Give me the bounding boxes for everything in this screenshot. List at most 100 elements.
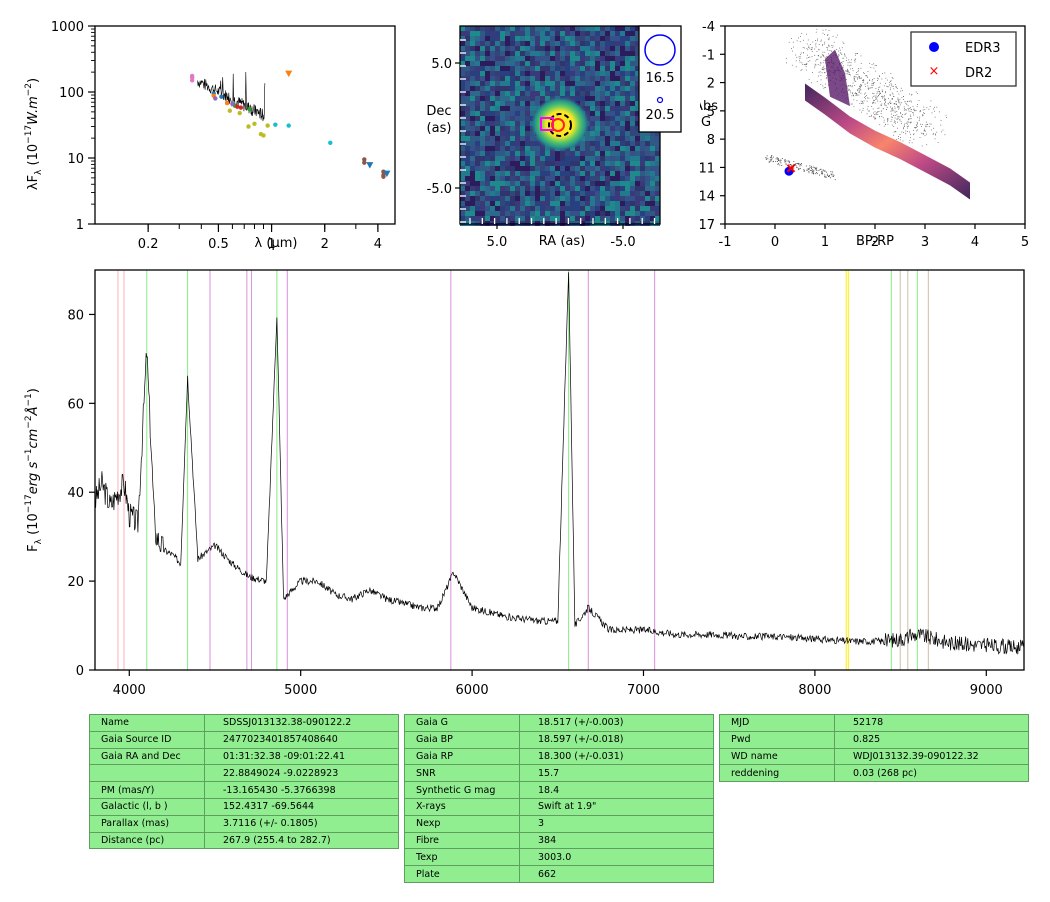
spectrum-ytick: 40 <box>67 486 84 501</box>
cmd-xtick: -1 <box>719 235 732 250</box>
table-value: 3.7116 (+/- 0.1805) <box>204 814 399 833</box>
table-key: Name <box>89 714 205 732</box>
image-cutout: 5.0 -5.0 5.0 -5.0 16.5 20.5 RA (as) Dec (as… <box>426 25 682 250</box>
sed-ytick: 1 <box>76 218 84 233</box>
table-row: SNR 15.7 <box>404 764 714 783</box>
table-key: Gaia Source ID <box>89 730 205 749</box>
table-key: Gaia RP <box>404 747 520 766</box>
svg-text:G: G <box>701 115 711 130</box>
sed-xtick: 2 <box>321 237 329 252</box>
table-row: Parallax (mas) 3.7116 (+/- 0.1805) <box>89 814 399 833</box>
table-row: Gaia BP 18.597 (+/-0.018) <box>404 730 714 749</box>
sed-xtick: 0.5 <box>208 237 229 252</box>
sed-point <box>237 110 242 116</box>
table-row: X-rays Swift at 1.9" <box>404 797 714 816</box>
table-value: 18.517 (+/-0.003) <box>519 714 714 732</box>
sed-ytick: 10 <box>67 152 84 167</box>
sed-point <box>286 123 291 128</box>
sed-ylabel: λFλ (10−17W.m−2) <box>24 78 44 190</box>
image-xtick: 5.0 <box>487 235 508 250</box>
svg-text:EDR3: EDR3 <box>965 41 1001 56</box>
sed-point <box>381 169 386 174</box>
table-value: WDJ013132.39-090122.32 <box>834 747 1029 766</box>
spectrum-ytick: 60 <box>67 397 84 412</box>
image-xlabel: RA (as) <box>539 234 585 249</box>
table-value: 152.4317 -69.5644 <box>204 797 399 816</box>
image-xtick: -5.0 <box>610 235 635 250</box>
cmd-ytick: 2 <box>707 77 715 92</box>
table-row: MJD 52178 <box>719 714 1029 732</box>
table-key: PM (mas/Y) <box>89 781 205 799</box>
cmd-ylabel: Abs <box>700 99 718 114</box>
cmd-plot: -1 0 1 2 3 4 5 -4 -1 2 5 8 11 14 17 EDR3 × DR2 BP-RP A… <box>700 20 1029 250</box>
spectrum-xtick: 7000 <box>627 683 660 698</box>
table-value: 384 <box>519 831 714 850</box>
cmd-xtick: 1 <box>821 235 829 250</box>
table-row: Pwd 0.825 <box>719 730 1029 749</box>
table-key: SNR <box>404 764 520 783</box>
sed-point <box>285 70 293 78</box>
cmd-ytick: 14 <box>700 190 715 205</box>
table-value: 3 <box>519 814 714 833</box>
sed-point <box>238 105 244 110</box>
dr2-point <box>786 164 796 173</box>
gaia-ring <box>548 113 572 137</box>
info-table-2: Gaia G 18.517 (+/-0.003) Gaia BP 18.597 (+/… <box>404 714 714 883</box>
table-row: Texp 3003.0 <box>404 848 714 867</box>
table-value: 662 <box>519 865 714 883</box>
table-value: 3003.0 <box>519 848 714 867</box>
table-row: Gaia G 18.517 (+/-0.003) <box>404 714 714 732</box>
table-row: Fibre 384 <box>404 831 714 850</box>
table-value: 0.825 <box>834 730 1029 749</box>
cmd-ytick: 11 <box>700 161 715 176</box>
sed-point <box>246 124 251 129</box>
cmd-legend <box>910 31 1017 87</box>
sed-xtick: 0.2 <box>138 237 159 252</box>
table-key: WD name <box>719 747 835 766</box>
svg-text:20.5: 20.5 <box>646 108 675 123</box>
spectrum-xtick: 9000 <box>970 683 1003 698</box>
table-value: 0.03 (268 pc) <box>834 764 1029 783</box>
sed-spectrum <box>197 71 266 122</box>
main-sequence <box>805 83 970 200</box>
image-ylabel: Dec <box>426 104 451 119</box>
table-row: Distance (pc) 267.9 (255.4 to 282.7) <box>89 831 399 850</box>
table-key: Gaia RA and Dec <box>89 747 205 766</box>
sed-point <box>189 73 195 79</box>
cmd-ytick: 5 <box>707 105 715 120</box>
table-key: X-rays <box>404 797 520 816</box>
sed-point <box>328 140 333 145</box>
cmd-xtick: 5 <box>1021 235 1029 250</box>
table-row: reddening 0.03 (268 pc) <box>719 764 1029 783</box>
sed-point <box>362 160 367 165</box>
spectrum-xtick: 6000 <box>456 683 489 698</box>
info-table-3: MJD 52178 Pwd 0.825 WD name WDJ013132.39-0901… <box>719 714 1029 783</box>
table-value: 18.4 <box>519 781 714 799</box>
cmd-xtick: 2 <box>871 235 879 250</box>
table-key <box>89 764 205 783</box>
table-key: Pwd <box>719 730 835 749</box>
table-key: Distance (pc) <box>89 831 205 850</box>
sed-point <box>230 101 235 107</box>
cmd-ytick: 17 <box>700 218 715 233</box>
table-key: Gaia BP <box>404 730 520 749</box>
sed-point <box>273 122 278 127</box>
image-ytick: 5.0 <box>431 57 452 72</box>
sed-point <box>261 133 266 138</box>
table-value: 18.597 (+/-0.018) <box>519 730 714 749</box>
spectrum-ytick: 0 <box>76 664 84 679</box>
table-value: 18.300 (+/-0.031) <box>519 747 714 766</box>
cmd-xlabel: BP-RP <box>856 234 894 249</box>
table-value: 2477023401857408640 <box>204 730 399 749</box>
sed-point <box>265 123 270 128</box>
sed-ytick: 1000 <box>51 20 84 35</box>
table-key: Parallax (mas) <box>89 814 205 833</box>
sed-point <box>219 94 224 99</box>
svg-text:16.5: 16.5 <box>646 71 675 86</box>
table-row: Name SDSSJ013132.38-090122.2 <box>89 714 399 732</box>
spectrum-plot: 4000 5000 6000 7000 8000 9000 0 20 40 60 80 Fλ (10… <box>24 269 1025 698</box>
sed-point <box>252 121 257 126</box>
red-marker <box>551 118 565 132</box>
spectrum-ytick: 20 <box>67 575 84 590</box>
table-value: 22.8849024 -9.0228923 <box>204 764 399 783</box>
